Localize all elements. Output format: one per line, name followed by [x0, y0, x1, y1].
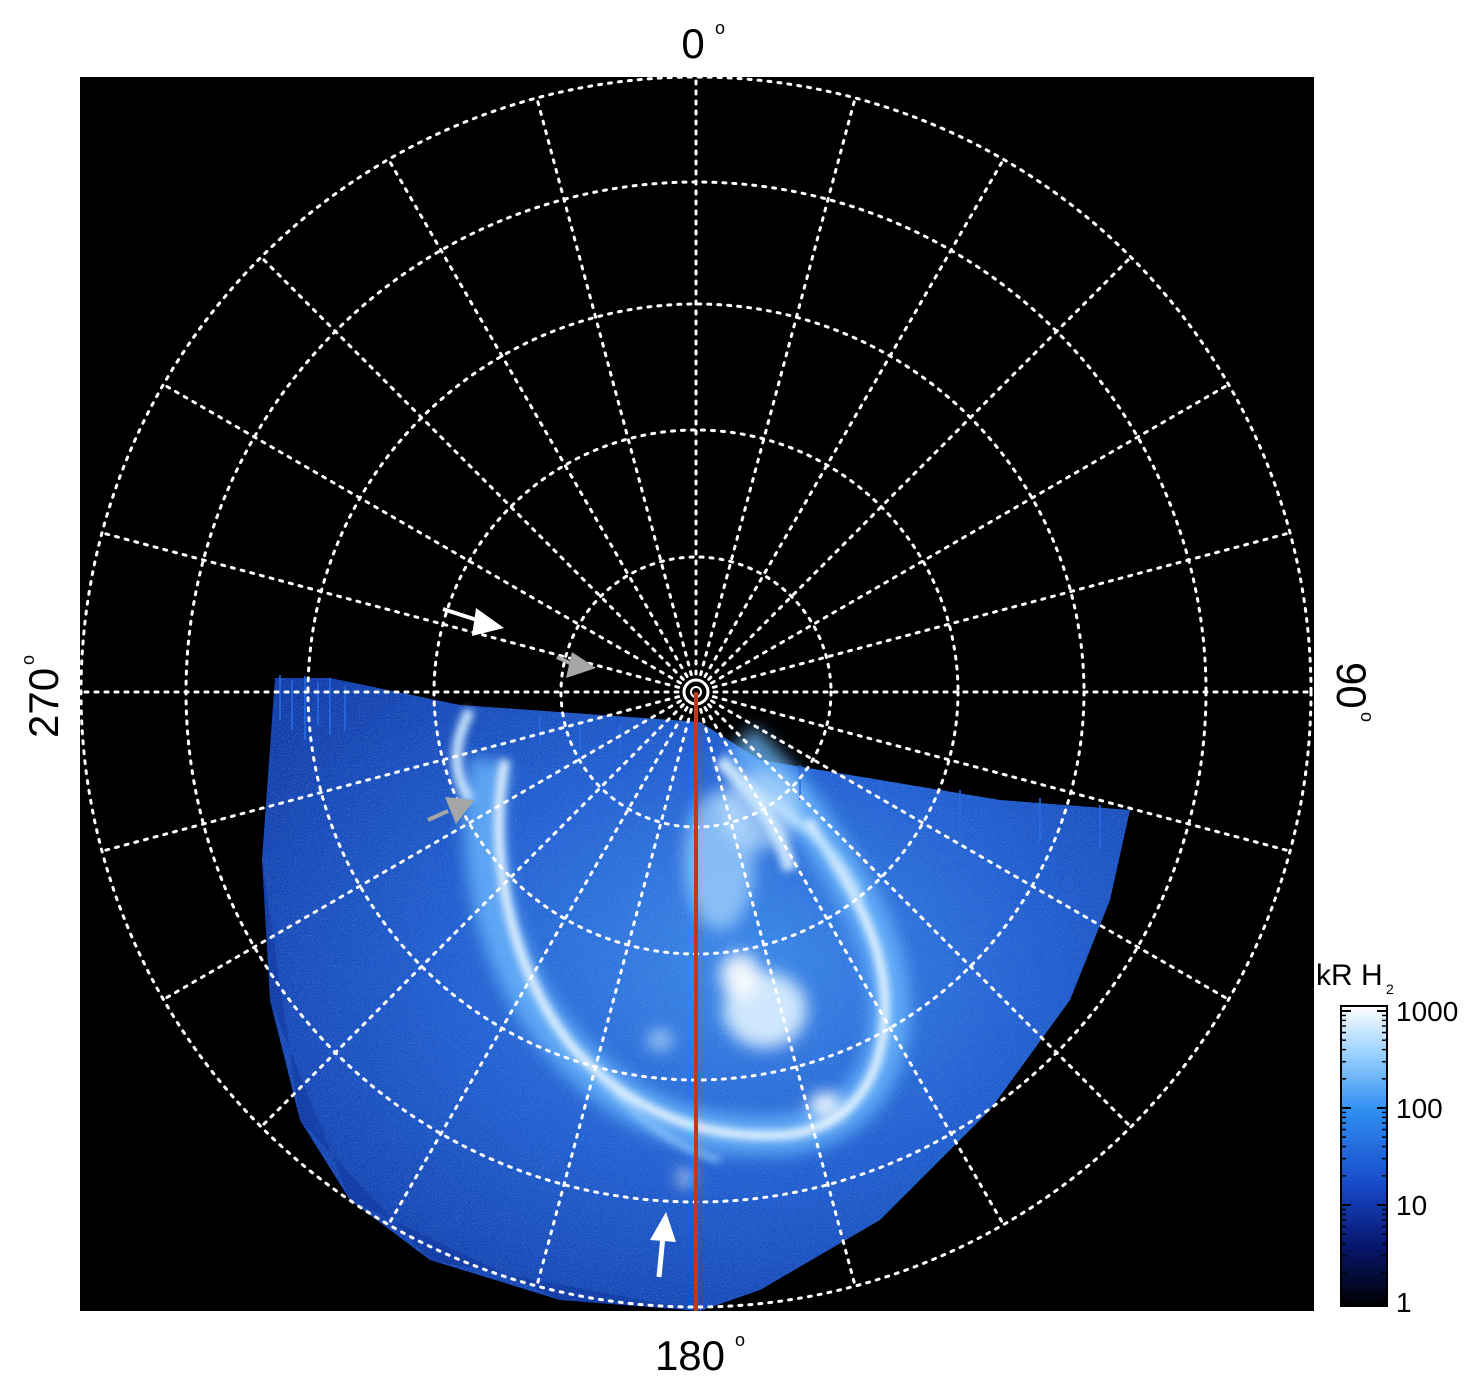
colorbar-tick-label: 10	[1396, 1190, 1427, 1221]
longitude-line-195	[535, 707, 693, 1288]
svg-text:2: 2	[1386, 981, 1394, 997]
colorbar-tick-label: 1000	[1396, 996, 1458, 1027]
colorbar-title: kR H	[1316, 959, 1383, 992]
jagged-edge	[279, 675, 1101, 850]
longitude-line-255	[100, 695, 681, 853]
colorbar: kR H 2 1000 100 10 1	[1316, 959, 1458, 1318]
svg-text:180: 180	[655, 1332, 725, 1379]
longitude-line-150	[703, 706, 1005, 1227]
longitude-line-345	[535, 96, 693, 677]
longitude-line-165	[699, 707, 857, 1288]
longitude-line-45	[707, 255, 1133, 681]
longitude-line-120	[710, 699, 1231, 1001]
label-90deg: 90 o	[1328, 662, 1377, 722]
svg-text:o: o	[735, 1330, 745, 1350]
colorbar-ticks: 1000 100 10 1	[1341, 996, 1458, 1318]
longitude-line-300	[161, 383, 682, 685]
longitude-line-105	[711, 695, 1292, 853]
gray-arrow-near-pole	[556, 652, 596, 678]
label-180deg: 180 o	[655, 1330, 745, 1379]
svg-text:o: o	[1357, 712, 1377, 722]
longitude-line-75	[711, 531, 1292, 689]
label-0deg: 0 o	[681, 18, 725, 67]
latitude-circle-5	[79, 75, 1313, 1309]
longitude-line-225	[259, 703, 685, 1129]
longitude-line-210	[387, 706, 689, 1227]
colorbar-tick-label: 100	[1396, 1093, 1443, 1124]
svg-text:o: o	[715, 18, 725, 38]
white-arrow-upper-left	[442, 607, 504, 636]
longitude-line-30	[703, 157, 1005, 678]
longitude-line-135	[707, 703, 1133, 1129]
longitude-line-315	[259, 255, 685, 681]
gray-arrow-left-oval	[427, 797, 474, 824]
svg-text:270: 270	[20, 668, 67, 738]
longitude-line-60	[710, 383, 1231, 685]
svg-text:o: o	[18, 655, 38, 665]
main-auroral-oval	[494, 759, 890, 1141]
label-270deg: 270 o	[18, 655, 67, 738]
svg-text:90: 90	[1328, 662, 1375, 709]
colorbar-tick-label: 1	[1396, 1287, 1412, 1318]
white-arrow-bottom	[650, 1212, 676, 1278]
svg-text:0: 0	[681, 20, 704, 67]
longitude-line-330	[387, 157, 689, 678]
longitude-line-15	[699, 96, 857, 677]
longitude-line-240	[161, 699, 682, 1001]
colorbar-gradient	[1340, 1005, 1388, 1307]
